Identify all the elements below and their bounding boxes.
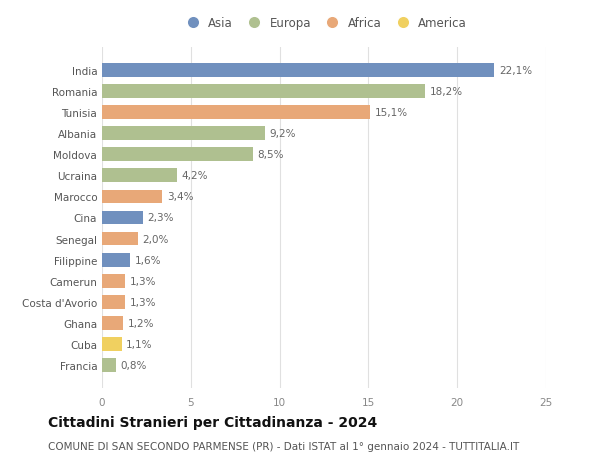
Text: 2,0%: 2,0% xyxy=(142,234,169,244)
Text: 22,1%: 22,1% xyxy=(499,66,532,75)
Text: COMUNE DI SAN SECONDO PARMENSE (PR) - Dati ISTAT al 1° gennaio 2024 - TUTTITALIA: COMUNE DI SAN SECONDO PARMENSE (PR) - Da… xyxy=(48,441,519,451)
Text: 1,3%: 1,3% xyxy=(130,297,156,308)
Bar xyxy=(102,106,370,119)
Bar xyxy=(102,232,137,246)
Text: 1,3%: 1,3% xyxy=(130,276,156,286)
Bar xyxy=(102,211,143,225)
Text: Cittadini Stranieri per Cittadinanza - 2024: Cittadini Stranieri per Cittadinanza - 2… xyxy=(48,415,377,429)
Bar xyxy=(102,296,125,309)
Text: 8,5%: 8,5% xyxy=(257,150,284,160)
Bar xyxy=(102,169,176,183)
Text: 2,3%: 2,3% xyxy=(147,213,174,223)
Text: 0,8%: 0,8% xyxy=(121,361,147,370)
Bar xyxy=(102,148,253,162)
Bar xyxy=(102,253,130,267)
Text: 1,2%: 1,2% xyxy=(128,319,154,328)
Bar xyxy=(102,85,425,98)
Text: 1,1%: 1,1% xyxy=(126,340,152,349)
Bar xyxy=(102,317,124,330)
Text: 15,1%: 15,1% xyxy=(374,108,408,118)
Bar xyxy=(102,274,125,288)
Text: 1,6%: 1,6% xyxy=(135,255,161,265)
Text: 3,4%: 3,4% xyxy=(167,192,193,202)
Bar xyxy=(102,359,116,372)
Bar xyxy=(102,190,163,204)
Bar xyxy=(102,338,122,351)
Text: 4,2%: 4,2% xyxy=(181,171,208,181)
Text: 9,2%: 9,2% xyxy=(270,129,296,139)
Legend: Asia, Europa, Africa, America: Asia, Europa, Africa, America xyxy=(179,15,469,33)
Text: 18,2%: 18,2% xyxy=(430,87,463,96)
Bar xyxy=(102,64,494,77)
Bar xyxy=(102,127,265,140)
